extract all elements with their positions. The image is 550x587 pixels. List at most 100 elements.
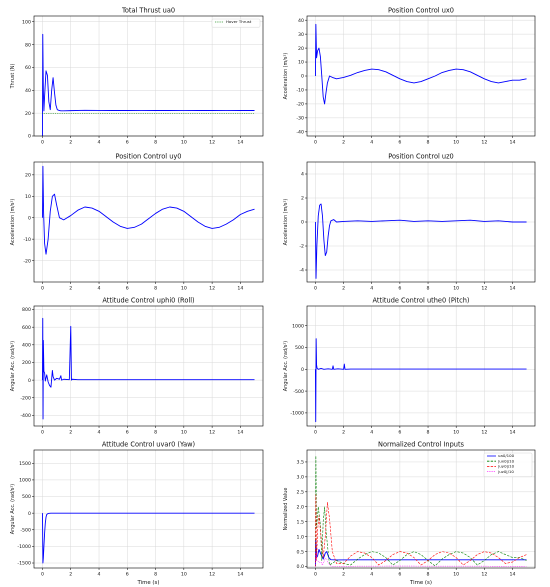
series-line-0 [314, 338, 527, 423]
y-axis-label: Acceleration (m/s²) [10, 199, 16, 246]
series-line-0 [314, 539, 527, 567]
grid-lines [34, 16, 263, 137]
x-tick-label: 14 [237, 430, 243, 436]
x-tick-label: 12 [209, 286, 215, 292]
chart-panel-5: 0 2 4 6 8 10 12 14 -1000 -500 0 500 1000 Attitude Con… [283, 297, 536, 436]
x-tick-label: 14 [509, 430, 515, 436]
x-tick-label: 12 [481, 572, 487, 578]
y-axis-label: Acceleration (m/s²) [283, 199, 289, 246]
series-line-0 [42, 165, 255, 255]
y-axis-label: Angular Acc. (rad/s²) [283, 341, 289, 391]
y-tick-label: 0 [301, 74, 304, 80]
y-tick-label: 1000 [19, 478, 31, 484]
legend-entry: ua0/100 [498, 453, 515, 458]
x-tick-label: 4 [370, 572, 373, 578]
series-line-0 [42, 33, 255, 137]
y-tick-label: 40 [25, 88, 31, 94]
x-tick-label: 6 [398, 572, 401, 578]
x-tick-label: 8 [427, 140, 430, 146]
x-tick-label: 2 [342, 572, 345, 578]
y-tick-label: 80 [25, 42, 31, 48]
x-tick-label: 2 [69, 572, 72, 578]
y-tick-label: 10 [298, 60, 304, 66]
y-tick-label: 500 [22, 494, 31, 500]
y-tick-label: -500 [293, 389, 304, 395]
y-tick-label: 20 [298, 46, 304, 52]
y-tick-label: 20 [25, 173, 31, 179]
grid-lines [34, 162, 263, 282]
plot-frame [306, 449, 536, 569]
y-tick-label: 3.0 [297, 475, 304, 481]
y-tick-label: 4 [301, 172, 304, 178]
plot-frame [33, 15, 264, 137]
y-tick-label: -30 [296, 116, 304, 122]
plot-frame [33, 449, 264, 569]
y-tick-label: 0 [28, 134, 31, 140]
y-tick-label: 2 [301, 196, 304, 202]
x-tick-label: 4 [98, 572, 101, 578]
y-tick-label: -1500 [17, 561, 31, 567]
x-tick-label: 14 [509, 286, 515, 292]
x-tick-label: 14 [509, 140, 515, 146]
legend-entry: |uz0|/10 [498, 469, 514, 474]
legend-box [211, 18, 261, 28]
x-tick-label: 10 [181, 286, 187, 292]
x-tick-label: 14 [509, 572, 515, 578]
x-tick-label: 2 [342, 430, 345, 436]
y-tick-label: 1500 [19, 461, 31, 467]
plot-frame [33, 161, 264, 283]
chart-title: Attitude Control uvar0 (Yaw) [102, 441, 195, 449]
y-tick-label: 60 [25, 65, 31, 71]
y-tick-label: 1000 [292, 323, 304, 329]
x-tick-label: 6 [398, 286, 401, 292]
chart-title: Position Control uz0 [388, 153, 454, 161]
chart-panel-7: 0 2 4 6 8 10 12 14 0.0 0.5 1.0 1.5 2.0 2.5 3.0 3.5 Norma… [283, 441, 536, 586]
y-tick-label: 400 [22, 343, 31, 349]
y-tick-label: 0 [301, 367, 304, 373]
x-tick-label: 2 [69, 286, 72, 292]
x-tick-label: 10 [181, 430, 187, 436]
y-tick-label: 0 [28, 378, 31, 384]
y-tick-label: -1000 [17, 544, 31, 550]
y-tick-label: 1.5 [297, 519, 304, 525]
x-tick-label: 0 [41, 140, 44, 146]
y-tick-label: 1.0 [297, 534, 304, 540]
x-axis-label: Time (s) [137, 580, 160, 586]
x-tick-label: 6 [126, 430, 129, 436]
chart-title: Position Control ux0 [388, 7, 454, 15]
x-tick-label: 4 [370, 140, 373, 146]
y-tick-label: 0 [28, 215, 31, 221]
x-tick-label: 10 [181, 572, 187, 578]
y-tick-label: 200 [22, 360, 31, 366]
y-tick-label: 0.5 [297, 549, 304, 555]
plot-frame [306, 305, 536, 427]
y-tick-label: 3.5 [297, 460, 304, 466]
chart-panel-2: 0 2 4 6 8 10 12 14 -20 -10 0 10 20 Position Control u… [10, 153, 264, 292]
y-tick-label: -2 [299, 244, 304, 250]
x-tick-label: 4 [98, 140, 101, 146]
y-tick-label: 0 [28, 511, 31, 517]
x-tick-label: 6 [126, 140, 129, 146]
y-axis-label: Acceleration (m/s²) [283, 53, 289, 100]
chart-panel-4: 0 2 4 6 8 10 12 14 -400 -200 0 200 400 600 800 Attitude… [10, 297, 264, 436]
x-tick-label: 12 [209, 140, 215, 146]
y-tick-label: 800 [22, 307, 31, 313]
chart-panel-1: 0 2 4 6 8 10 12 14 -40 -30 -20 -10 0 10 20 30 40 Position… [283, 7, 536, 146]
y-axis-label: Normalized Value [283, 488, 289, 531]
y-tick-label: 2.0 [297, 504, 304, 510]
y-tick-label: 0 [301, 220, 304, 226]
x-tick-label: 6 [398, 140, 401, 146]
x-tick-label: 4 [370, 430, 373, 436]
x-tick-label: 14 [237, 140, 243, 146]
y-tick-label: 600 [22, 325, 31, 331]
x-tick-label: 14 [237, 572, 243, 578]
legend-entry: |ux0|/10 [498, 458, 515, 463]
chart-title: Attitude Control uthe0 (Pitch) [373, 297, 470, 305]
x-tick-label: 12 [481, 430, 487, 436]
y-tick-label: 0.0 [297, 564, 304, 570]
chart-panel-6: 0 2 4 6 8 10 12 14 -1500 -1000 -500 0 500 1000 1500 Att… [10, 441, 264, 586]
x-tick-label: 0 [314, 140, 317, 146]
x-tick-label: 10 [181, 140, 187, 146]
chart-title: Total Thrust ua0 [121, 7, 175, 15]
